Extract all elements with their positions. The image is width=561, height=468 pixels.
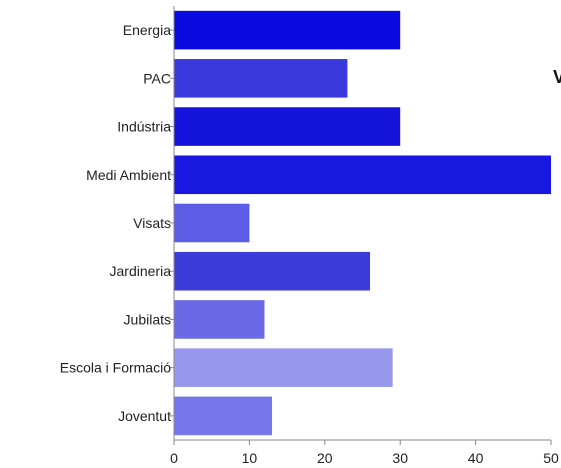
x-tick-label-1: 10 [242, 450, 258, 466]
category-label-7: Escola i Formació [60, 360, 171, 376]
bar-6 [174, 300, 265, 339]
category-label-3: Medi Ambient [86, 167, 171, 183]
bar-8 [174, 396, 273, 436]
bar-4 [174, 203, 250, 243]
bar-5 [174, 251, 371, 291]
x-tick-label-3: 30 [392, 450, 408, 466]
bars-group [174, 10, 551, 436]
cropped-text-fragment: V [553, 67, 561, 87]
category-label-6: Jubilats [124, 311, 171, 327]
category-label-2: Indústria [117, 119, 171, 135]
bar-3 [174, 155, 551, 195]
labels-group: Energia PAC Indústria Medi Ambient Visats Jar… [60, 22, 559, 466]
x-tick-label-5: 50 [543, 450, 559, 466]
category-label-4: Visats [133, 215, 171, 231]
category-label-8: Joventut [118, 408, 171, 424]
category-label-1: PAC [143, 70, 171, 86]
bar-7 [174, 348, 393, 387]
bar-1 [174, 59, 348, 98]
category-label-0: Energia [123, 22, 171, 38]
x-tick-label-4: 40 [468, 450, 484, 466]
x-tick-label-0: 0 [170, 450, 178, 466]
category-label-5: Jardineria [110, 263, 172, 279]
bar-2 [174, 107, 401, 146]
x-tick-label-2: 20 [317, 450, 333, 466]
ticks-group [170, 29, 552, 445]
bar-0 [174, 10, 401, 50]
